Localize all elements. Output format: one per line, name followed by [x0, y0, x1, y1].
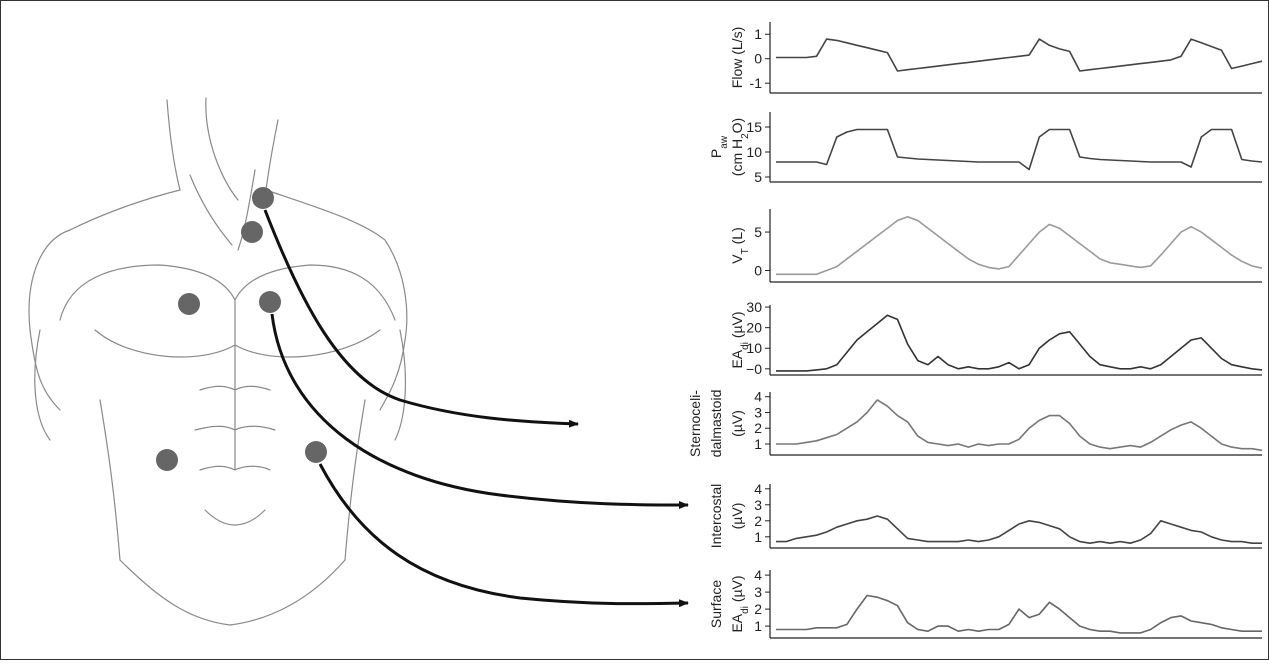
- y-tick-label: 3: [754, 584, 762, 600]
- label-text: (L): [729, 227, 745, 248]
- data-line: [776, 314, 1263, 372]
- subscript: di: [740, 342, 751, 350]
- y-tick-label: -1: [750, 75, 763, 91]
- label-text: O): [729, 118, 745, 134]
- y-tick-label: 2: [754, 601, 762, 617]
- y-tick-label: 4: [754, 481, 762, 497]
- label-text: Sternoceli-: [687, 390, 703, 457]
- y-axis-label: Surface: [708, 580, 724, 628]
- label-text: (cm H: [729, 139, 745, 176]
- arrow: [270, 313, 689, 509]
- y-tick-label: 5: [754, 169, 762, 185]
- label-text: (µV): [729, 575, 745, 606]
- y-axis-label: dalmastoid: [708, 390, 724, 458]
- panel: 1 0 -1 Flow (L/s): [729, 22, 1263, 94]
- data-line: [776, 38, 1263, 72]
- label-text: Intercostal: [708, 484, 724, 549]
- electrode: [259, 291, 281, 313]
- label-text: EA: [729, 349, 745, 368]
- y-tick-label: 1: [754, 436, 762, 452]
- y-tick-label: −0: [746, 361, 762, 377]
- y-axis-label: Paw: [708, 135, 730, 158]
- y-tick-label: 2: [754, 420, 762, 436]
- subscript: aw: [719, 135, 730, 149]
- label-text: V: [729, 254, 745, 264]
- y-axis-label: Sternoceli-: [687, 390, 703, 457]
- subscript: di: [740, 606, 751, 614]
- y-axis-label: VT (L): [729, 227, 751, 263]
- y-tick-label: 10: [746, 340, 762, 356]
- y-tick-label: 20: [746, 320, 762, 336]
- y-tick-label: 0: [754, 262, 762, 278]
- data-line: [776, 215, 1263, 276]
- y-tick-label: 30: [746, 299, 762, 315]
- y-tick-label: 1: [754, 529, 762, 545]
- y-axis-label: (µV): [729, 410, 745, 437]
- y-tick-label: 5: [754, 224, 762, 240]
- arrow: [263, 209, 579, 428]
- electrode: [241, 221, 263, 243]
- y-axis-label: (cm H2O): [729, 118, 751, 176]
- y-tick-label: 1: [754, 26, 762, 42]
- y-tick-label: 0: [754, 51, 762, 67]
- data-line: [776, 399, 1263, 452]
- data-line: [776, 128, 1263, 171]
- y-axis-label: (µV): [729, 503, 745, 530]
- electrode: [178, 293, 200, 315]
- subscript: 2: [740, 133, 751, 139]
- label-text: Flow (L/s): [729, 27, 745, 88]
- y-tick-label: 4: [754, 567, 762, 583]
- label-text: (µV): [729, 503, 745, 530]
- panel: 5 0VT (L): [729, 209, 1263, 283]
- electrode: [305, 441, 327, 463]
- y-axis-label: EAdi (µV): [729, 311, 751, 368]
- data-line: [776, 515, 1262, 544]
- y-axis-label: Intercostal: [708, 484, 724, 549]
- subscript: T: [740, 248, 751, 254]
- label-text: EA: [729, 613, 745, 632]
- arrows: [263, 209, 689, 608]
- torso-sketch: [28, 97, 408, 626]
- y-axis-label: Flow (L/s): [729, 27, 745, 88]
- y-tick-label: 3: [754, 497, 762, 513]
- electrode: [156, 449, 178, 471]
- electrodes: [156, 187, 327, 471]
- data-line: [776, 594, 1262, 634]
- label-text: (µV): [729, 311, 745, 342]
- label-text: Surface: [708, 580, 724, 628]
- y-axis-label: EAdi (µV): [729, 575, 751, 632]
- y-tick-label: 15: [746, 119, 762, 135]
- electrode: [252, 187, 274, 209]
- y-tick-label: 3: [754, 404, 762, 420]
- y-tick-label: 4: [754, 389, 762, 405]
- label-text: dalmastoid: [708, 390, 724, 458]
- panel: 15 10 5 Paw (cm H2O): [708, 112, 1263, 185]
- label-text: P: [708, 149, 724, 158]
- y-tick-label: 10: [746, 144, 762, 160]
- y-tick-label: 2: [754, 513, 762, 529]
- arrow: [318, 463, 689, 608]
- y-tick-label: 1: [754, 618, 762, 634]
- label-text: (µV): [729, 410, 745, 437]
